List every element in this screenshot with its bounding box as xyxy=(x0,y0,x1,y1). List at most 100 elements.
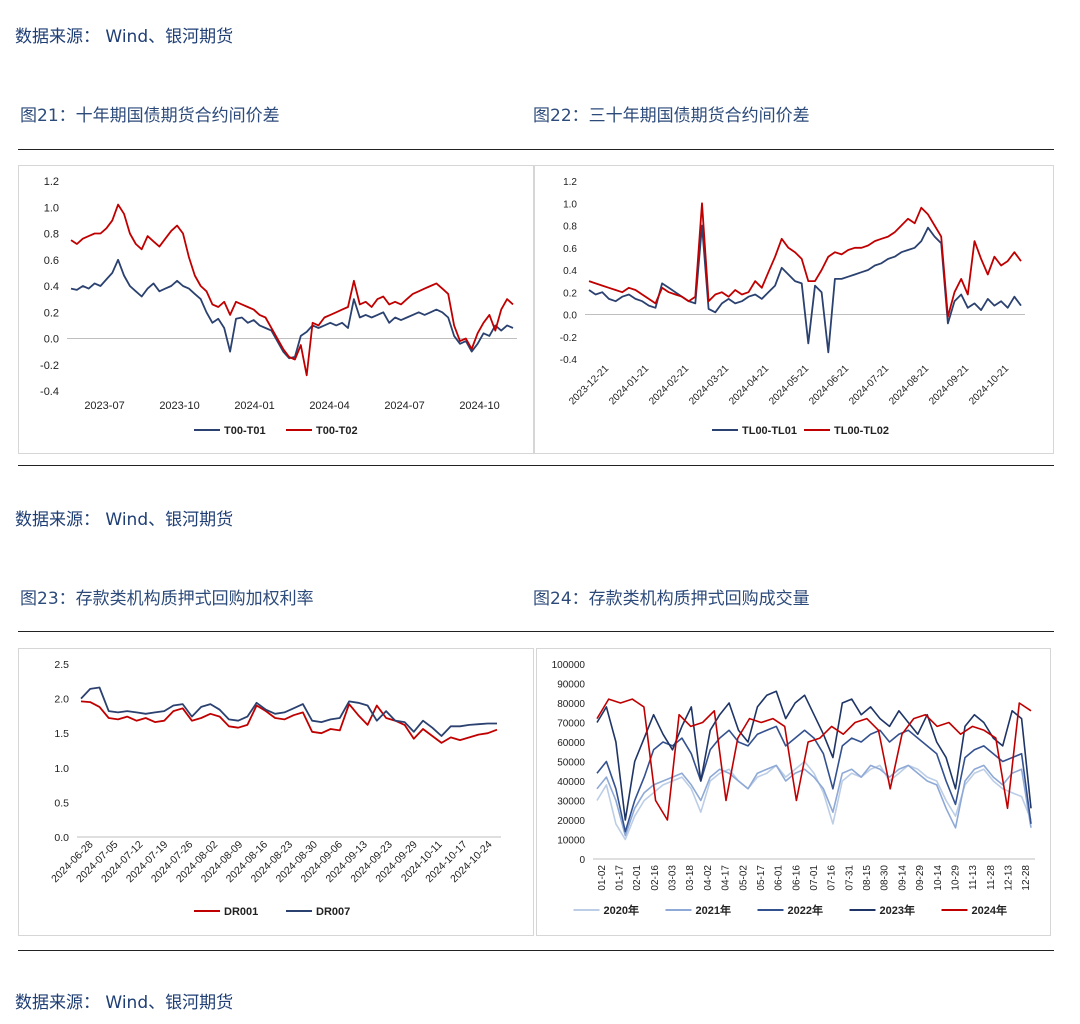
fig22-xtick-label: 2023-12-21 xyxy=(567,363,611,407)
fig24-legend-label: 2020年 xyxy=(604,903,639,917)
fig22-legend-label: TL00-TL01 xyxy=(742,425,797,437)
fig21-ytick-label: 0.4 xyxy=(44,281,59,293)
fig23-ytick-label: 1.0 xyxy=(54,763,69,775)
fig24-legend-label: 2022年 xyxy=(788,903,823,917)
fig24-legend-label: 2021年 xyxy=(696,903,731,917)
fig23-panel: 2.5 2.0 1.5 1.0 0.5 0.0 2024-06-28 2024-07-05 20… xyxy=(18,648,534,936)
fig24-xtick-label: 12-13 xyxy=(1003,865,1014,891)
fig24-xtick-label: 06-16 xyxy=(791,865,802,891)
fig24-xtick-label: 11-28 xyxy=(986,865,997,890)
fig21-series-0-line xyxy=(70,258,514,360)
fig24-xtick-label: 11-13 xyxy=(968,865,979,890)
data-source-3: 数据来源： Wind、银河期货 xyxy=(15,993,234,1013)
fig21-chart: 1.2 1.0 0.8 0.6 0.4 0.2 0.0 -0.2 -0.4 2023-07 2023… xyxy=(40,176,517,437)
fig21-ytick-label: 0.0 xyxy=(44,334,59,346)
fig24-series-0-line xyxy=(596,760,1032,841)
fig21-xtick-label: 2024-01 xyxy=(234,400,274,412)
bottom-rule-2 xyxy=(18,950,1054,951)
fig24-xtick-label: 12-28 xyxy=(1021,865,1032,891)
fig23-title: 图23：存款类机构质押式回购加权利率 xyxy=(20,589,314,609)
fig24-xtick-label: 04-02 xyxy=(703,865,714,891)
fig24-xtick-label: 07-01 xyxy=(809,865,820,891)
fig24-ytick-label: 30000 xyxy=(557,797,585,808)
fig22-xtick-label: 2024-09-21 xyxy=(927,363,971,407)
fig24-ytick-label: 40000 xyxy=(557,777,585,788)
fig23-ytick-label: 2.5 xyxy=(54,659,69,671)
fig22-xtick-label: 2024-05-21 xyxy=(767,363,811,407)
fig21-ytick-label: 1.2 xyxy=(44,176,59,188)
fig24-xtick-label: 01-02 xyxy=(597,865,608,891)
fig21-ytick-label: 0.2 xyxy=(44,307,59,319)
fig22-legend-label: TL00-TL02 xyxy=(834,425,889,437)
fig23-chart: 2.52.01.51.00.50.02024-06-282024-07-0520… xyxy=(49,659,501,918)
fig23-ytick-label: 2.0 xyxy=(54,694,69,706)
fig24-xtick-label: 04-17 xyxy=(721,865,732,891)
fig21-ytick-label: -0.2 xyxy=(40,360,59,372)
fig24-xtick-label: 09-29 xyxy=(915,865,926,891)
fig24-xtick-label: 03-03 xyxy=(668,865,679,891)
fig24-ytick-label: 0 xyxy=(579,855,585,866)
fig24-ytick-label: 50000 xyxy=(557,758,585,769)
fig24-xtick-label: 02-16 xyxy=(650,865,661,891)
fig24-xtick-label: 05-02 xyxy=(738,865,749,891)
fig24-ytick-label: 100000 xyxy=(552,660,586,671)
fig22-xtick-label: 2024-03-21 xyxy=(687,363,731,407)
fig24-xtick-label: 01-17 xyxy=(615,865,626,891)
fig21-xtick-label: 2024-04 xyxy=(309,400,349,412)
fig21-series-1-line xyxy=(70,203,514,377)
fig22-xtick-label: 2024-04-21 xyxy=(727,363,771,407)
fig22-ytick-label: 0.0 xyxy=(563,311,577,322)
fig22-title: 图22：三十年期国债期货合约间价差 xyxy=(533,106,810,126)
fig24-xtick-label: 08-15 xyxy=(862,865,873,891)
data-source-2: 数据来源： Wind、银河期货 xyxy=(15,510,234,530)
fig21-panel: 1.2 1.0 0.8 0.6 0.4 0.2 0.0 -0.2 -0.4 2023-07 2023… xyxy=(18,165,534,454)
fig24-legend-label: 2023年 xyxy=(880,903,915,917)
data-source-1: 数据来源： Wind、银河期货 xyxy=(15,27,234,47)
fig24-xtick-label: 10-14 xyxy=(933,865,944,891)
fig22-xtick-label: 2024-02-21 xyxy=(647,363,691,407)
fig24-ytick-label: 60000 xyxy=(557,738,585,749)
fig24-ytick-label: 20000 xyxy=(557,816,585,827)
fig24-series-1-line xyxy=(596,764,1032,837)
fig24-xtick-label: 07-31 xyxy=(844,865,855,891)
fig22-xtick-label: 2024-10-21 xyxy=(967,363,1011,407)
fig22-ytick-label: 0.6 xyxy=(563,244,577,255)
fig22-panel: 1.2 1.0 0.8 0.6 0.4 0.2 0.0 -0.2 -0.4 2023-12-21 2… xyxy=(534,165,1054,454)
fig21-xtick-label: 2024-10 xyxy=(459,400,499,412)
bottom-rule-1 xyxy=(18,465,1054,466)
fig24-xtick-label: 10-29 xyxy=(950,865,961,891)
fig24-series-3-line xyxy=(596,690,1032,821)
fig24-ytick-label: 90000 xyxy=(557,680,585,691)
fig22-xtick-label: 2024-06-21 xyxy=(807,363,851,407)
fig24-ytick-label: 10000 xyxy=(557,836,585,847)
fig22-ytick-label: 0.4 xyxy=(563,266,577,277)
fig22-xtick-label: 2024-08-21 xyxy=(887,363,931,407)
fig23-ytick-label: 0.5 xyxy=(54,797,69,809)
fig22-xtick-label: 2024-01-21 xyxy=(607,363,651,407)
fig22-ytick-label: 1.2 xyxy=(563,177,577,188)
fig22-ytick-label: -0.2 xyxy=(560,333,578,344)
fig24-series-4-line xyxy=(596,698,1032,821)
fig21-title: 图21：十年期国债期货合约间价差 xyxy=(20,106,280,126)
fig21-ytick-label: -0.4 xyxy=(40,386,59,398)
fig22-chart: 1.21.00.80.60.40.20.0-0.2-0.42023-12-212… xyxy=(560,177,1025,437)
fig24-ytick-label: 80000 xyxy=(557,699,585,710)
fig24-legend-label: 2024年 xyxy=(972,903,1007,917)
fig24-xtick-label: 05-17 xyxy=(756,865,767,891)
fig21-xtick-label: 2024-07 xyxy=(384,400,424,412)
fig23-series-0-line xyxy=(80,700,498,744)
fig24-xtick-label: 06-01 xyxy=(774,865,785,891)
fig22-series-1-line xyxy=(588,202,1022,318)
fig24-xtick-label: 07-16 xyxy=(827,865,838,891)
fig21-ytick-label: 1.0 xyxy=(44,202,59,214)
fig23-ytick-label: 0.0 xyxy=(54,832,69,844)
fig24-chart: 1000009000080000700006000050000400003000… xyxy=(552,660,1035,917)
fig24-xtick-label: 09-14 xyxy=(897,865,908,891)
fig22-series-0-line xyxy=(588,224,1022,354)
fig21-legend-label: T00-T01 xyxy=(224,425,266,437)
fig24-ytick-label: 70000 xyxy=(557,719,585,730)
fig22-xtick-label: 2024-07-21 xyxy=(847,363,891,407)
fig22-ytick-label: 1.0 xyxy=(563,199,577,210)
fig21-ytick-label: 0.8 xyxy=(44,229,59,241)
fig24-xtick-label: 03-18 xyxy=(685,865,696,891)
